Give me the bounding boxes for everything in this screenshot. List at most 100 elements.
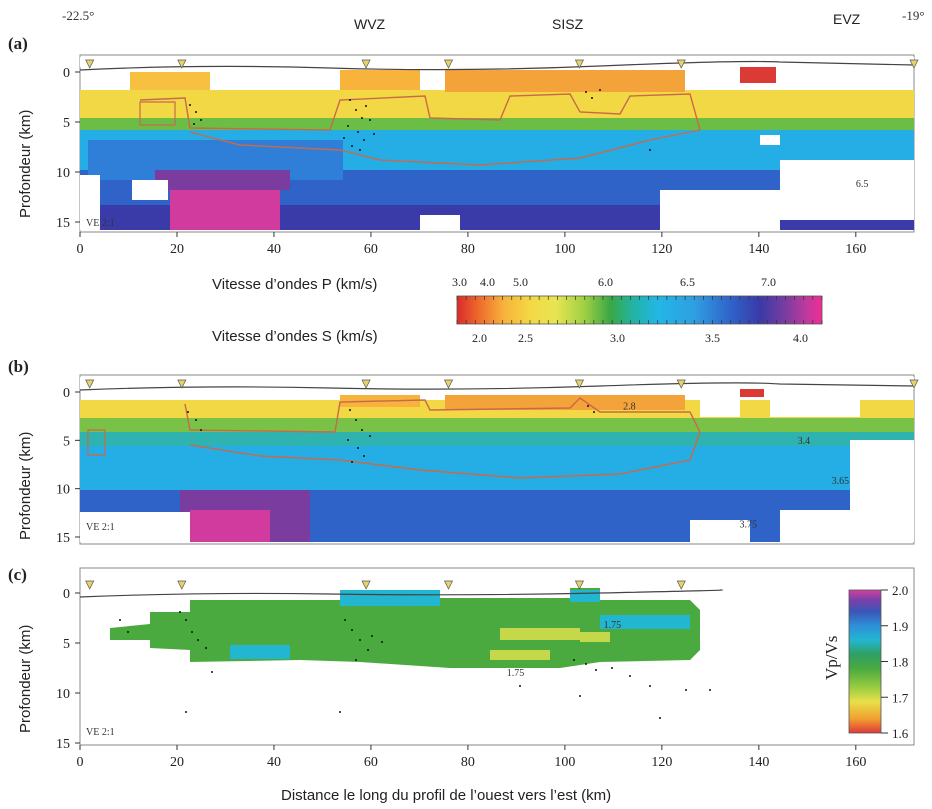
wvz-label: WVZ	[354, 16, 386, 32]
y-tick-label: 0	[63, 587, 70, 602]
contour-label: 1.75	[604, 620, 622, 631]
field-a-shallow-yellow	[80, 90, 914, 118]
vpvs-tick-label: 1.9	[892, 619, 908, 634]
panel-b-contour-west	[87, 429, 106, 456]
left-longitude-label: -22.5°	[62, 8, 94, 23]
panel-b-contour-shallow	[184, 397, 701, 433]
panel-a-ylabel: Profondeur (km)	[17, 110, 34, 218]
contour-label: 3.75	[739, 519, 757, 530]
evz-label: EVZ	[833, 11, 861, 27]
panel-b: (b) VE 2:1 Profondeur (km) 0 5 10 15 2.8 3.4…	[8, 357, 919, 546]
vpvs-tick-label: 1.7	[892, 690, 909, 705]
field-a-blank-1	[80, 57, 914, 67]
x-tick-label: 160	[845, 242, 866, 257]
field-b-orange-sisz	[445, 395, 685, 410]
y-tick-label: 5	[63, 434, 70, 449]
y-tick-label: 15	[56, 737, 70, 752]
panel-c-y-ticks: 0 5 10 15	[56, 587, 80, 752]
x-tick-label: 0	[77, 242, 84, 257]
s-tick-4.0: 4.0	[793, 331, 808, 345]
panel-b-ylabel: Profondeur (km)	[17, 432, 34, 540]
station-marker	[676, 379, 686, 389]
field-c-yellow-2	[490, 650, 550, 660]
field-c-yellow-1	[500, 628, 580, 640]
station-marker	[177, 59, 187, 69]
p-tick-5.0: 5.0	[513, 275, 528, 289]
y-tick-label: 15	[56, 531, 70, 546]
field-b-blank-sw	[80, 512, 190, 542]
field-c-cyan-sisz	[570, 590, 600, 602]
station-marker	[85, 580, 95, 590]
panel-c-ve-annotation: VE 2:1	[86, 727, 115, 738]
station-marker	[443, 59, 454, 69]
x-tick-label: 120	[651, 755, 672, 770]
x-axis-label: Distance le long du profil de l’ouest ve…	[281, 787, 611, 804]
field-b-cyan	[80, 446, 914, 496]
panel-a-field	[80, 57, 914, 230]
x-tick-label: 0	[77, 755, 84, 770]
field-a-red-patch	[738, 63, 776, 83]
field-b-teal-band	[80, 432, 914, 446]
x-tick-label: 40	[267, 755, 281, 770]
panel-c-earthquakes	[119, 611, 711, 719]
y-tick-label: 0	[63, 386, 70, 401]
x-tick-label: 160	[845, 755, 866, 770]
panel-c-ylabel: Profondeur (km)	[17, 625, 34, 733]
station-marker	[909, 379, 919, 389]
contour-label: 3.4	[798, 436, 811, 447]
p-tick-3.0: 3.0	[452, 275, 467, 289]
panel-a-contour-shallow	[139, 93, 701, 131]
panel-b-field	[80, 377, 914, 542]
field-b-blank-se	[690, 520, 750, 542]
y-tick-label: 5	[63, 116, 70, 131]
field-a-green-band	[80, 118, 914, 130]
panel-a-y-ticks: 0 5 10 15	[56, 66, 80, 231]
x-tick-label: 140	[748, 755, 769, 770]
x-tick-label: 80	[461, 242, 475, 257]
sisz-label: SISZ	[552, 16, 584, 32]
x-tick-label: 60	[364, 242, 378, 257]
vpvs-tick-label: 1.6	[892, 726, 909, 741]
s-tick-labels: 2.0 2.5 3.0 3.5 4.0	[472, 331, 808, 345]
station-marker	[574, 580, 584, 590]
right-longitude-label: -19°	[902, 8, 925, 23]
contour-label: 6.5	[856, 179, 869, 190]
x-tick-label: 100	[554, 242, 575, 257]
panel-c-topography	[79, 589, 723, 598]
s-velocity-label: Vitesse d’ondes S (km/s)	[212, 328, 378, 345]
panel-a-ve-annotation: VE 2:1	[86, 218, 115, 229]
panel-c-x-ticks: 0 20 40 60 80 100 120 140 160	[77, 745, 866, 770]
y-tick-label: 10	[56, 687, 70, 702]
panel-c: (c) VE 2:1 Profondeur (km) 0 5 10 15 0 20 40 6…	[8, 565, 915, 770]
vpvs-colorbar-bar	[848, 589, 882, 734]
panel-b-label: (b)	[8, 357, 29, 376]
x-tick-label: 20	[170, 242, 184, 257]
station-marker	[676, 59, 686, 69]
panel-b-y-ticks: 0 5 10 15	[56, 386, 80, 546]
panel-a-earthquakes	[189, 89, 651, 151]
panel-a-topography	[79, 60, 915, 71]
field-a-blank-3	[780, 160, 914, 220]
vpvs-tick-label: 2.0	[892, 583, 908, 598]
field-a-blank-5	[80, 175, 100, 230]
velocity-colorbar-bar	[456, 295, 823, 325]
field-b-blank-east2	[770, 395, 860, 417]
station-marker	[85, 379, 95, 389]
panel-b-contour-deep	[189, 431, 701, 479]
field-b-blank-top	[80, 377, 914, 389]
station-marker	[361, 580, 371, 590]
panel-c-contour-labels: 1.75 1.75	[507, 620, 621, 679]
field-c-yellow-3	[580, 632, 610, 642]
s-tick-3.5: 3.5	[705, 331, 720, 345]
field-a-purple-anomaly	[155, 170, 290, 190]
field-b-blank-east3	[850, 440, 914, 542]
x-tick-label: 20	[170, 755, 184, 770]
panel-c-label: (c)	[8, 565, 27, 584]
field-a-orange-west	[130, 72, 210, 90]
y-tick-label: 10	[56, 166, 70, 181]
s-tick-2.5: 2.5	[518, 331, 533, 345]
x-tick-label: 140	[748, 242, 769, 257]
p-tick-4.0: 4.0	[480, 275, 495, 289]
field-a-blank-9	[830, 64, 890, 84]
